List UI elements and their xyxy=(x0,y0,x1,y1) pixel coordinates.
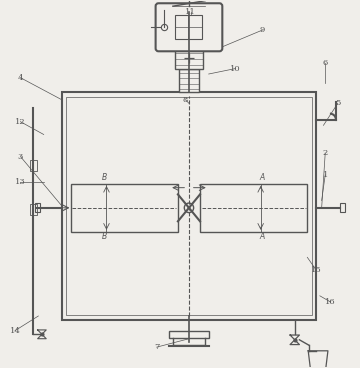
Text: B: B xyxy=(102,173,107,182)
Text: 2: 2 xyxy=(323,149,328,157)
Text: 12: 12 xyxy=(15,118,26,126)
Text: A: A xyxy=(260,173,265,182)
Bar xyxy=(175,15,202,39)
Bar xyxy=(30,160,37,171)
FancyBboxPatch shape xyxy=(156,3,222,51)
Text: 4: 4 xyxy=(18,74,23,82)
Text: 1: 1 xyxy=(323,171,328,179)
Text: 14: 14 xyxy=(10,327,21,335)
Bar xyxy=(169,330,209,338)
Text: 16: 16 xyxy=(325,298,336,306)
Text: 8: 8 xyxy=(183,96,188,104)
Text: 15: 15 xyxy=(311,266,321,274)
Bar xyxy=(35,204,40,212)
Text: 5: 5 xyxy=(335,99,341,107)
Text: 9: 9 xyxy=(260,26,265,34)
Bar xyxy=(179,68,199,92)
Text: B: B xyxy=(102,232,107,241)
Bar xyxy=(66,97,312,315)
Bar xyxy=(30,204,37,215)
Bar xyxy=(71,184,178,232)
Text: 3: 3 xyxy=(18,152,23,160)
Text: A: A xyxy=(260,232,265,241)
Bar xyxy=(62,92,316,320)
Bar xyxy=(200,184,307,232)
Text: 13: 13 xyxy=(15,178,26,186)
Text: 10: 10 xyxy=(230,64,241,72)
Text: 6: 6 xyxy=(323,59,328,67)
Text: 11: 11 xyxy=(185,8,196,16)
Bar xyxy=(175,48,203,68)
Text: 7: 7 xyxy=(154,343,159,351)
Bar xyxy=(339,204,345,212)
